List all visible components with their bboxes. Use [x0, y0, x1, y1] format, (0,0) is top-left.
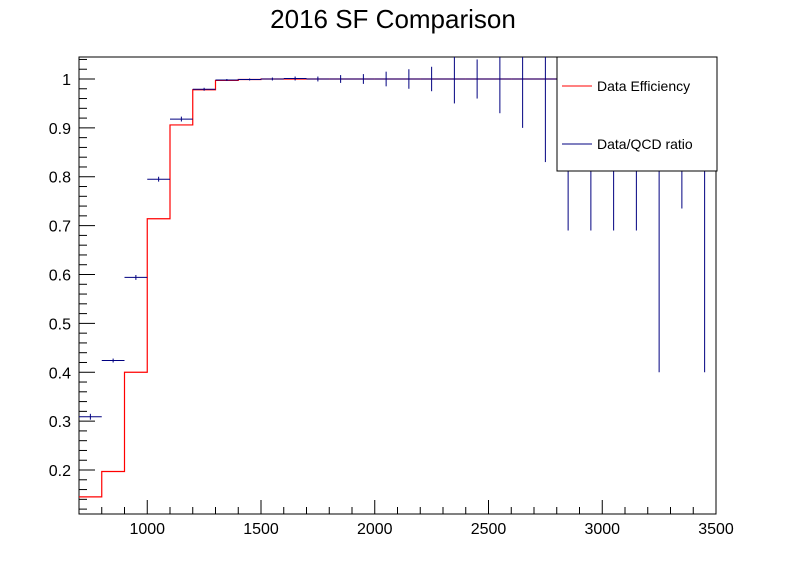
y-tick-label: 0.5 — [49, 316, 71, 333]
chart-title: 2016 SF Comparison — [270, 4, 516, 34]
legend-box — [556, 56, 718, 172]
legend-label-data-efficiency: Data Efficiency — [597, 78, 690, 94]
data-qcd-ratio-point — [238, 78, 261, 81]
y-tick-label: 1 — [62, 72, 71, 89]
legend-label-data-qcd-ratio: Data/QCD ratio — [597, 136, 693, 152]
data-qcd-ratio-point — [124, 274, 148, 280]
y-tick-label: 0.2 — [49, 463, 71, 480]
x-tick-label: 1000 — [129, 521, 165, 538]
data-qcd-ratio-point — [511, 57, 534, 128]
axes: 1000 1500 2000 2500 3000 3500 0.2 0.3 0.4 0.5 0.6 0… — [49, 56, 734, 538]
y-tick-label: 0.4 — [49, 365, 71, 382]
data-qcd-ratio-point — [79, 413, 102, 420]
x-tick-label: 2500 — [471, 521, 507, 538]
data-qcd-ratio-point — [534, 57, 557, 163]
data-qcd-ratio-point — [374, 71, 398, 87]
x-tick-label: 1500 — [243, 521, 279, 538]
data-qcd-ratio-point — [261, 77, 284, 81]
y-tick-label: 0.6 — [49, 268, 71, 285]
data-qcd-ratio-point — [397, 69, 421, 89]
data-qcd-ratio-point — [420, 66, 443, 92]
data-qcd-ratio-point — [329, 75, 352, 83]
data-qcd-ratio-point — [147, 176, 170, 182]
y-tick-label: 0.8 — [49, 170, 71, 187]
data-qcd-ratio-point — [443, 57, 466, 104]
data-qcd-ratio-point — [215, 78, 239, 81]
legend: Data Efficiency Data/QCD ratio — [556, 56, 718, 172]
data-qcd-ratio-point — [352, 74, 375, 84]
x-tick-label: 2000 — [357, 521, 393, 538]
data-qcd-ratio-point — [101, 358, 125, 363]
data-qcd-ratio-point — [306, 76, 330, 82]
data-efficiency-step-line — [79, 78, 580, 498]
y-tick-label: 0.3 — [49, 414, 71, 431]
y-tick-label: 0.9 — [49, 121, 71, 138]
data-qcd-ratio-point — [192, 87, 216, 91]
y-tick-label: 0.7 — [49, 219, 71, 236]
data-qcd-ratio-point — [465, 59, 489, 99]
x-tick-label: 3500 — [698, 521, 734, 538]
data-qcd-ratio-point — [488, 57, 512, 114]
data-qcd-ratio-point — [283, 76, 307, 81]
data-qcd-ratio-point — [170, 116, 193, 122]
x-tick-label: 3000 — [584, 521, 620, 538]
